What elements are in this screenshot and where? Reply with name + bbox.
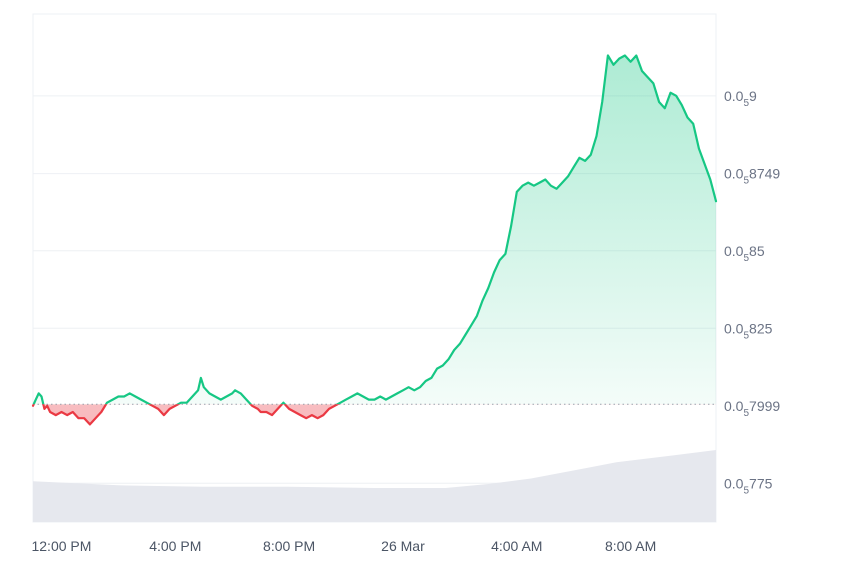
y-tick-label: 0.05825 bbox=[724, 320, 773, 341]
y-tick-label: 0.057999 bbox=[724, 398, 780, 419]
price-line-up bbox=[32, 54, 718, 405]
volume-area bbox=[33, 450, 716, 522]
x-tick-label: 8:00 PM bbox=[263, 538, 315, 554]
y-tick-label: 0.05775 bbox=[724, 475, 773, 496]
price-line bbox=[31, 54, 718, 426]
x-tick-label: 12:00 PM bbox=[31, 538, 91, 554]
x-tick-label: 26 Mar bbox=[381, 538, 425, 554]
x-tick-label: 4:00 AM bbox=[491, 538, 542, 554]
price-area bbox=[33, 55, 716, 425]
y-tick-label: 0.0585 bbox=[724, 243, 765, 264]
x-tick-label: 8:00 AM bbox=[605, 538, 656, 554]
y-axis-labels: 0.05775 0.057999 0.05825 0.0585 0.058749 0.05… bbox=[724, 88, 780, 496]
x-axis-labels: 12:00 PM 4:00 PM 8:00 PM 26 Mar 4:00 AM 8:00 … bbox=[31, 538, 656, 554]
volume-series bbox=[33, 450, 716, 522]
price-area-up bbox=[33, 55, 716, 405]
y-tick-label: 0.058749 bbox=[724, 166, 780, 187]
price-area-down bbox=[33, 404, 338, 425]
x-tick-label: 4:00 PM bbox=[149, 538, 201, 554]
y-tick-label: 0.059 bbox=[724, 88, 757, 109]
